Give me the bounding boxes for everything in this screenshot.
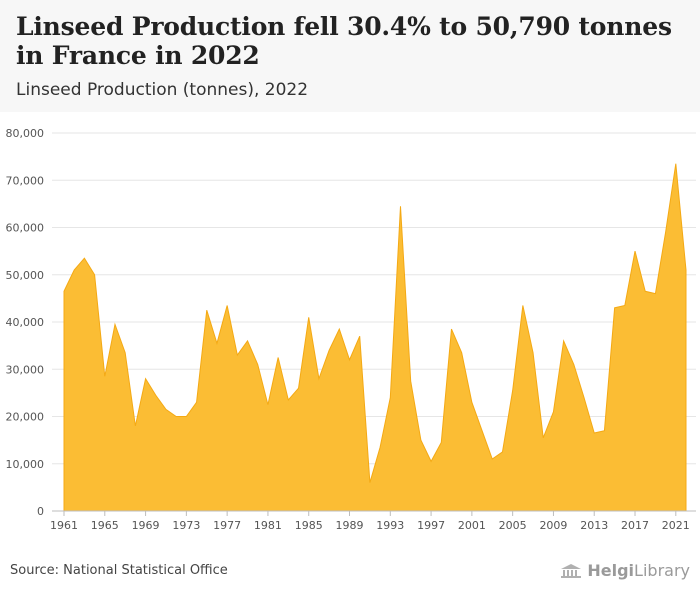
y-tick-label: 0 — [37, 505, 44, 518]
x-tick-label: 2021 — [662, 519, 690, 532]
x-tick-label: 1973 — [172, 519, 200, 532]
chart-subtitle: Linseed Production (tonnes), 2022 — [16, 80, 309, 100]
x-tick-label: 2009 — [539, 519, 567, 532]
x-tick-label: 1981 — [254, 519, 282, 532]
x-tick-label: 1969 — [132, 519, 160, 532]
header: Linseed Production fell 30.4% to 50,790 … — [0, 0, 700, 112]
x-tick-label: 1965 — [91, 519, 119, 532]
brand-name-rest: Library — [634, 561, 690, 580]
area-chart: 0 10,000 20,000 30,000 40,000 50,000 60,000 70,… — [6, 127, 696, 532]
y-tick-label: 60,000 — [6, 222, 45, 235]
y-tick-label: 20,000 — [6, 411, 45, 424]
x-tick-label: 2013 — [580, 519, 608, 532]
x-tick-label: 1985 — [295, 519, 323, 532]
x-tick-label: 1993 — [376, 519, 404, 532]
brand-name-bold: Helgi — [587, 561, 635, 580]
y-tick-label: 50,000 — [6, 269, 45, 282]
bank-building-icon — [561, 563, 582, 578]
x-tick-label: 1977 — [213, 519, 241, 532]
x-tick-label: 2017 — [621, 519, 649, 532]
x-tick-label: 2005 — [499, 519, 527, 532]
y-tick-label: 30,000 — [6, 363, 45, 376]
area-series — [63, 163, 687, 512]
chart-title: Linseed Production fell 30.4% to 50,790 … — [16, 12, 672, 70]
x-tick-label: 1997 — [417, 519, 445, 532]
y-tick-label: 70,000 — [6, 174, 45, 187]
x-tick-label: 2001 — [458, 519, 486, 532]
y-tick-label: 40,000 — [6, 316, 45, 329]
x-tick-label: 1989 — [336, 519, 364, 532]
x-tick-label: 1961 — [50, 519, 78, 532]
y-tick-label: 10,000 — [6, 458, 45, 471]
brand-logo[interactable]: HelgiLibrary — [560, 561, 690, 580]
y-tick-label: 80,000 — [6, 127, 45, 140]
source-note: Source: National Statistical Office — [10, 563, 228, 578]
